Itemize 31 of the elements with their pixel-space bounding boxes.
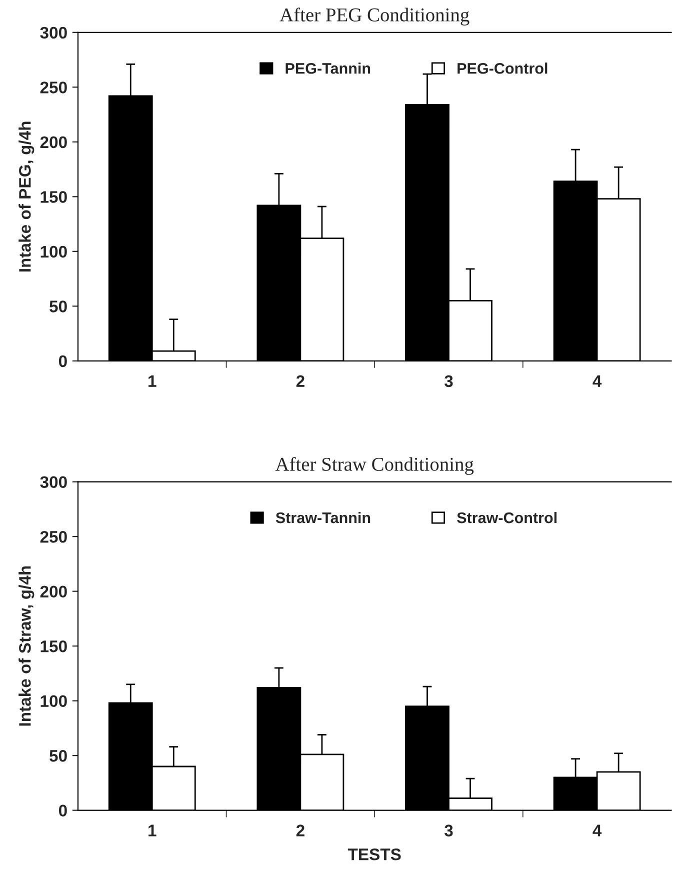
chart-title: After Straw Conditioning <box>275 457 474 475</box>
y-tick-label: 50 <box>50 300 67 312</box>
y-tick-label: 100 <box>40 695 67 708</box>
y-tick-label: 0 <box>58 804 67 817</box>
y-tick-label: 100 <box>40 246 67 258</box>
x-tick-label: 1 <box>148 375 156 387</box>
x-tick-label: 1 <box>148 824 156 836</box>
y-tick-label: 150 <box>40 640 67 652</box>
x-tick-label: 2 <box>296 824 304 836</box>
legend-label: PEG-Control <box>458 62 548 74</box>
y-tick-label: 0 <box>58 355 67 368</box>
legend-label: Straw-Tannin <box>276 512 370 524</box>
y-tick-label: 300 <box>40 476 67 488</box>
y-tick-label: 200 <box>40 586 67 598</box>
x-tick-label: 4 <box>592 824 602 836</box>
y-axis-title: Intake of Straw, g/4h <box>18 566 34 726</box>
y-tick-label: 50 <box>50 750 67 762</box>
y-tick-label: 250 <box>40 82 67 94</box>
x-tick-label: 2 <box>296 375 304 387</box>
legend-label: PEG-Tannin <box>286 62 370 74</box>
y-tick-label: 150 <box>40 191 67 203</box>
y-tick-label: 250 <box>40 530 67 543</box>
x-tick-label: 4 <box>592 375 602 387</box>
y-tick-label: 300 <box>40 26 67 39</box>
y-tick-label: 200 <box>40 136 67 148</box>
x-tick-label: 3 <box>444 375 453 388</box>
x-axis-title: TESTS <box>348 848 401 860</box>
legend-label: Straw-Control <box>457 512 556 524</box>
x-tick-label: 3 <box>444 824 453 836</box>
chart-title: After PEG Conditioning <box>280 8 470 26</box>
y-axis-title: Intake of PEG, g/4h <box>18 122 34 272</box>
